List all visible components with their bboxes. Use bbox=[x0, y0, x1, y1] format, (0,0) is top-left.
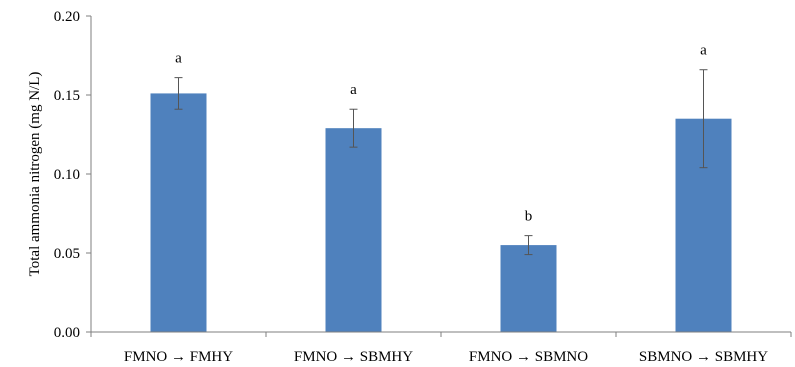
error-bar bbox=[699, 69, 708, 169]
error-bar bbox=[174, 77, 183, 110]
x-category-label: SBMNO → SBMHY bbox=[639, 349, 768, 365]
error-bar bbox=[524, 235, 533, 256]
y-tick-label: 0.15 bbox=[54, 88, 80, 104]
significance-labels: a a b a bbox=[175, 43, 707, 225]
x-category-label: FMNO → SBMNO bbox=[469, 349, 588, 365]
y-axis-title: Total ammonia nitrogen (mg N/L) bbox=[27, 72, 43, 277]
significance-letter: a bbox=[350, 82, 357, 98]
y-axis-ticks: 0.00 0.05 0.10 0.15 0.20 bbox=[54, 9, 91, 341]
bar bbox=[325, 128, 382, 332]
bar bbox=[150, 93, 207, 332]
significance-letter: a bbox=[700, 43, 707, 59]
error-bar bbox=[349, 108, 358, 148]
x-category-label: FMNO → FMHY bbox=[124, 349, 233, 365]
y-tick-label: 0.05 bbox=[54, 246, 80, 262]
bars bbox=[150, 93, 732, 332]
error-bars bbox=[174, 69, 708, 256]
y-tick-label: 0.10 bbox=[54, 167, 80, 183]
bar bbox=[500, 245, 557, 332]
y-tick-label: 0.20 bbox=[54, 9, 80, 25]
y-tick-label: 0.00 bbox=[54, 325, 80, 341]
significance-letter: b bbox=[525, 209, 533, 225]
x-category-label: FMNO → SBMHY bbox=[294, 349, 413, 365]
x-axis-categories: FMNO → FMHY FMNO → SBMHY FMNO → SBMNO SBMNO… bbox=[90, 332, 792, 365]
significance-letter: a bbox=[175, 51, 182, 67]
